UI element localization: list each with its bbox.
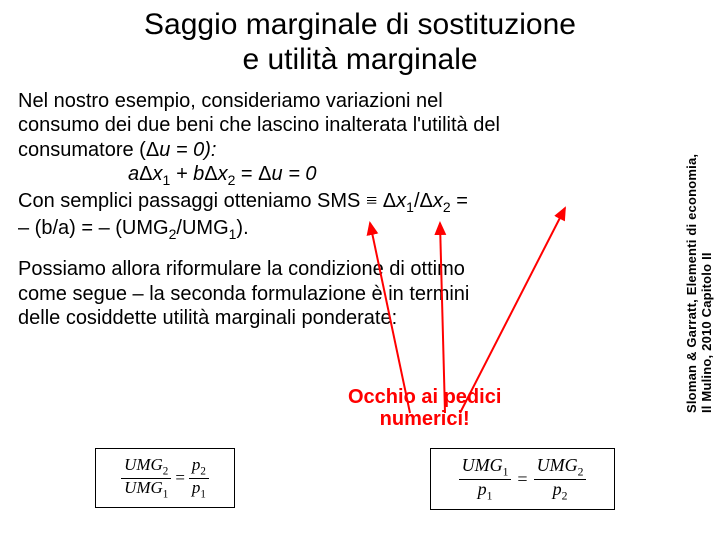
fr-umg-n: UMG bbox=[462, 455, 503, 475]
fl-s1: 1 bbox=[163, 488, 169, 500]
callout-l1: Occhio ai pedici bbox=[348, 386, 501, 408]
slide-title: Saggio marginale di sostituzione e utili… bbox=[0, 8, 720, 77]
p1-l6a: – (b/a) = – (UMG bbox=[18, 217, 169, 239]
fl-eq: = bbox=[171, 468, 189, 488]
r-dx1x: x bbox=[396, 190, 406, 212]
p1-l3b: u = 0): bbox=[159, 139, 216, 161]
p2-l2: come segue – la seconda formulazione è i… bbox=[18, 283, 469, 305]
fr-ps1: 1 bbox=[487, 489, 493, 502]
r-dx1s: 1 bbox=[406, 199, 414, 215]
p1-l6c: ). bbox=[236, 217, 248, 239]
r-dx2s: 2 bbox=[443, 199, 451, 215]
fl-ps2: 2 bbox=[200, 465, 206, 477]
fr-s1: 1 bbox=[503, 466, 509, 479]
eq-dx1d: Δ bbox=[139, 163, 152, 185]
eq-plus: + b bbox=[170, 163, 204, 185]
eq-equ: = bbox=[235, 163, 258, 185]
fl-umg-d: UMG bbox=[124, 478, 163, 497]
eq-duu: u = 0 bbox=[272, 163, 317, 185]
fr-frac1: UMG1 p1 bbox=[459, 456, 512, 502]
fl-frac2: p2 p1 bbox=[189, 456, 209, 500]
fr-p-d2: p bbox=[553, 479, 562, 499]
callout-pedici: Occhio ai pedici numerici! bbox=[348, 386, 501, 430]
fr-eq: = bbox=[511, 469, 533, 490]
fr-p-d1: p bbox=[478, 479, 487, 499]
p2-l3: delle cosiddette utilità marginali ponde… bbox=[18, 307, 397, 329]
p1-eq-line: aΔx1 + bΔx2 = Δu = 0 bbox=[18, 162, 660, 189]
paragraph-2: Possiamo allora riformulare la condizion… bbox=[18, 257, 660, 330]
fl-umg-n: UMG bbox=[124, 455, 163, 474]
fr-ps2: 2 bbox=[562, 489, 568, 502]
p1-l1: Nel nostro esempio, consideriamo variazi… bbox=[18, 90, 443, 112]
ident: ≡ bbox=[366, 190, 377, 212]
eq-a: a bbox=[128, 163, 139, 185]
side-citation: Sloman & Garratt, Elementi di economia, … bbox=[684, 143, 714, 413]
p1-delta1: Δ bbox=[146, 139, 159, 161]
formula-left: UMG2 UMG1 = p2 p1 bbox=[95, 448, 235, 508]
fl-frac1: UMG2 UMG1 bbox=[121, 456, 171, 500]
fr-umg-n2: UMG bbox=[537, 455, 578, 475]
title-line2: e utilità marginale bbox=[242, 43, 477, 76]
fr-s2: 2 bbox=[578, 466, 584, 479]
eq-dx1x: x bbox=[152, 163, 162, 185]
p2-l1: Possiamo allora riformulare la condizion… bbox=[18, 258, 465, 280]
r-dx2x: x bbox=[433, 190, 443, 212]
paragraph-1: Nel nostro esempio, consideriamo variazi… bbox=[18, 89, 660, 243]
r-eq: = bbox=[451, 190, 468, 212]
p1-l6b: /UMG bbox=[176, 217, 228, 239]
eq-dud: Δ bbox=[258, 163, 271, 185]
r-dx1d: Δ bbox=[383, 190, 396, 212]
fr-frac2: UMG2 p2 bbox=[534, 456, 587, 502]
formula-right: UMG1 p1 = UMG2 p2 bbox=[430, 448, 615, 510]
fl-ps1: 1 bbox=[200, 488, 206, 500]
callout-l2: numerici! bbox=[380, 408, 470, 430]
eq-dx2x: x bbox=[218, 163, 228, 185]
p1-l5a: Con semplici passaggi otteniamo SMS bbox=[18, 190, 366, 212]
p1-l2: consumo dei due beni che lascino inalter… bbox=[18, 114, 500, 136]
p1-l3a: consumatore ( bbox=[18, 139, 146, 161]
eq-dx2d: Δ bbox=[204, 163, 217, 185]
r-dx2d: Δ bbox=[420, 190, 433, 212]
title-line1: Saggio marginale di sostituzione bbox=[144, 8, 576, 41]
fl-s2: 2 bbox=[163, 465, 169, 477]
